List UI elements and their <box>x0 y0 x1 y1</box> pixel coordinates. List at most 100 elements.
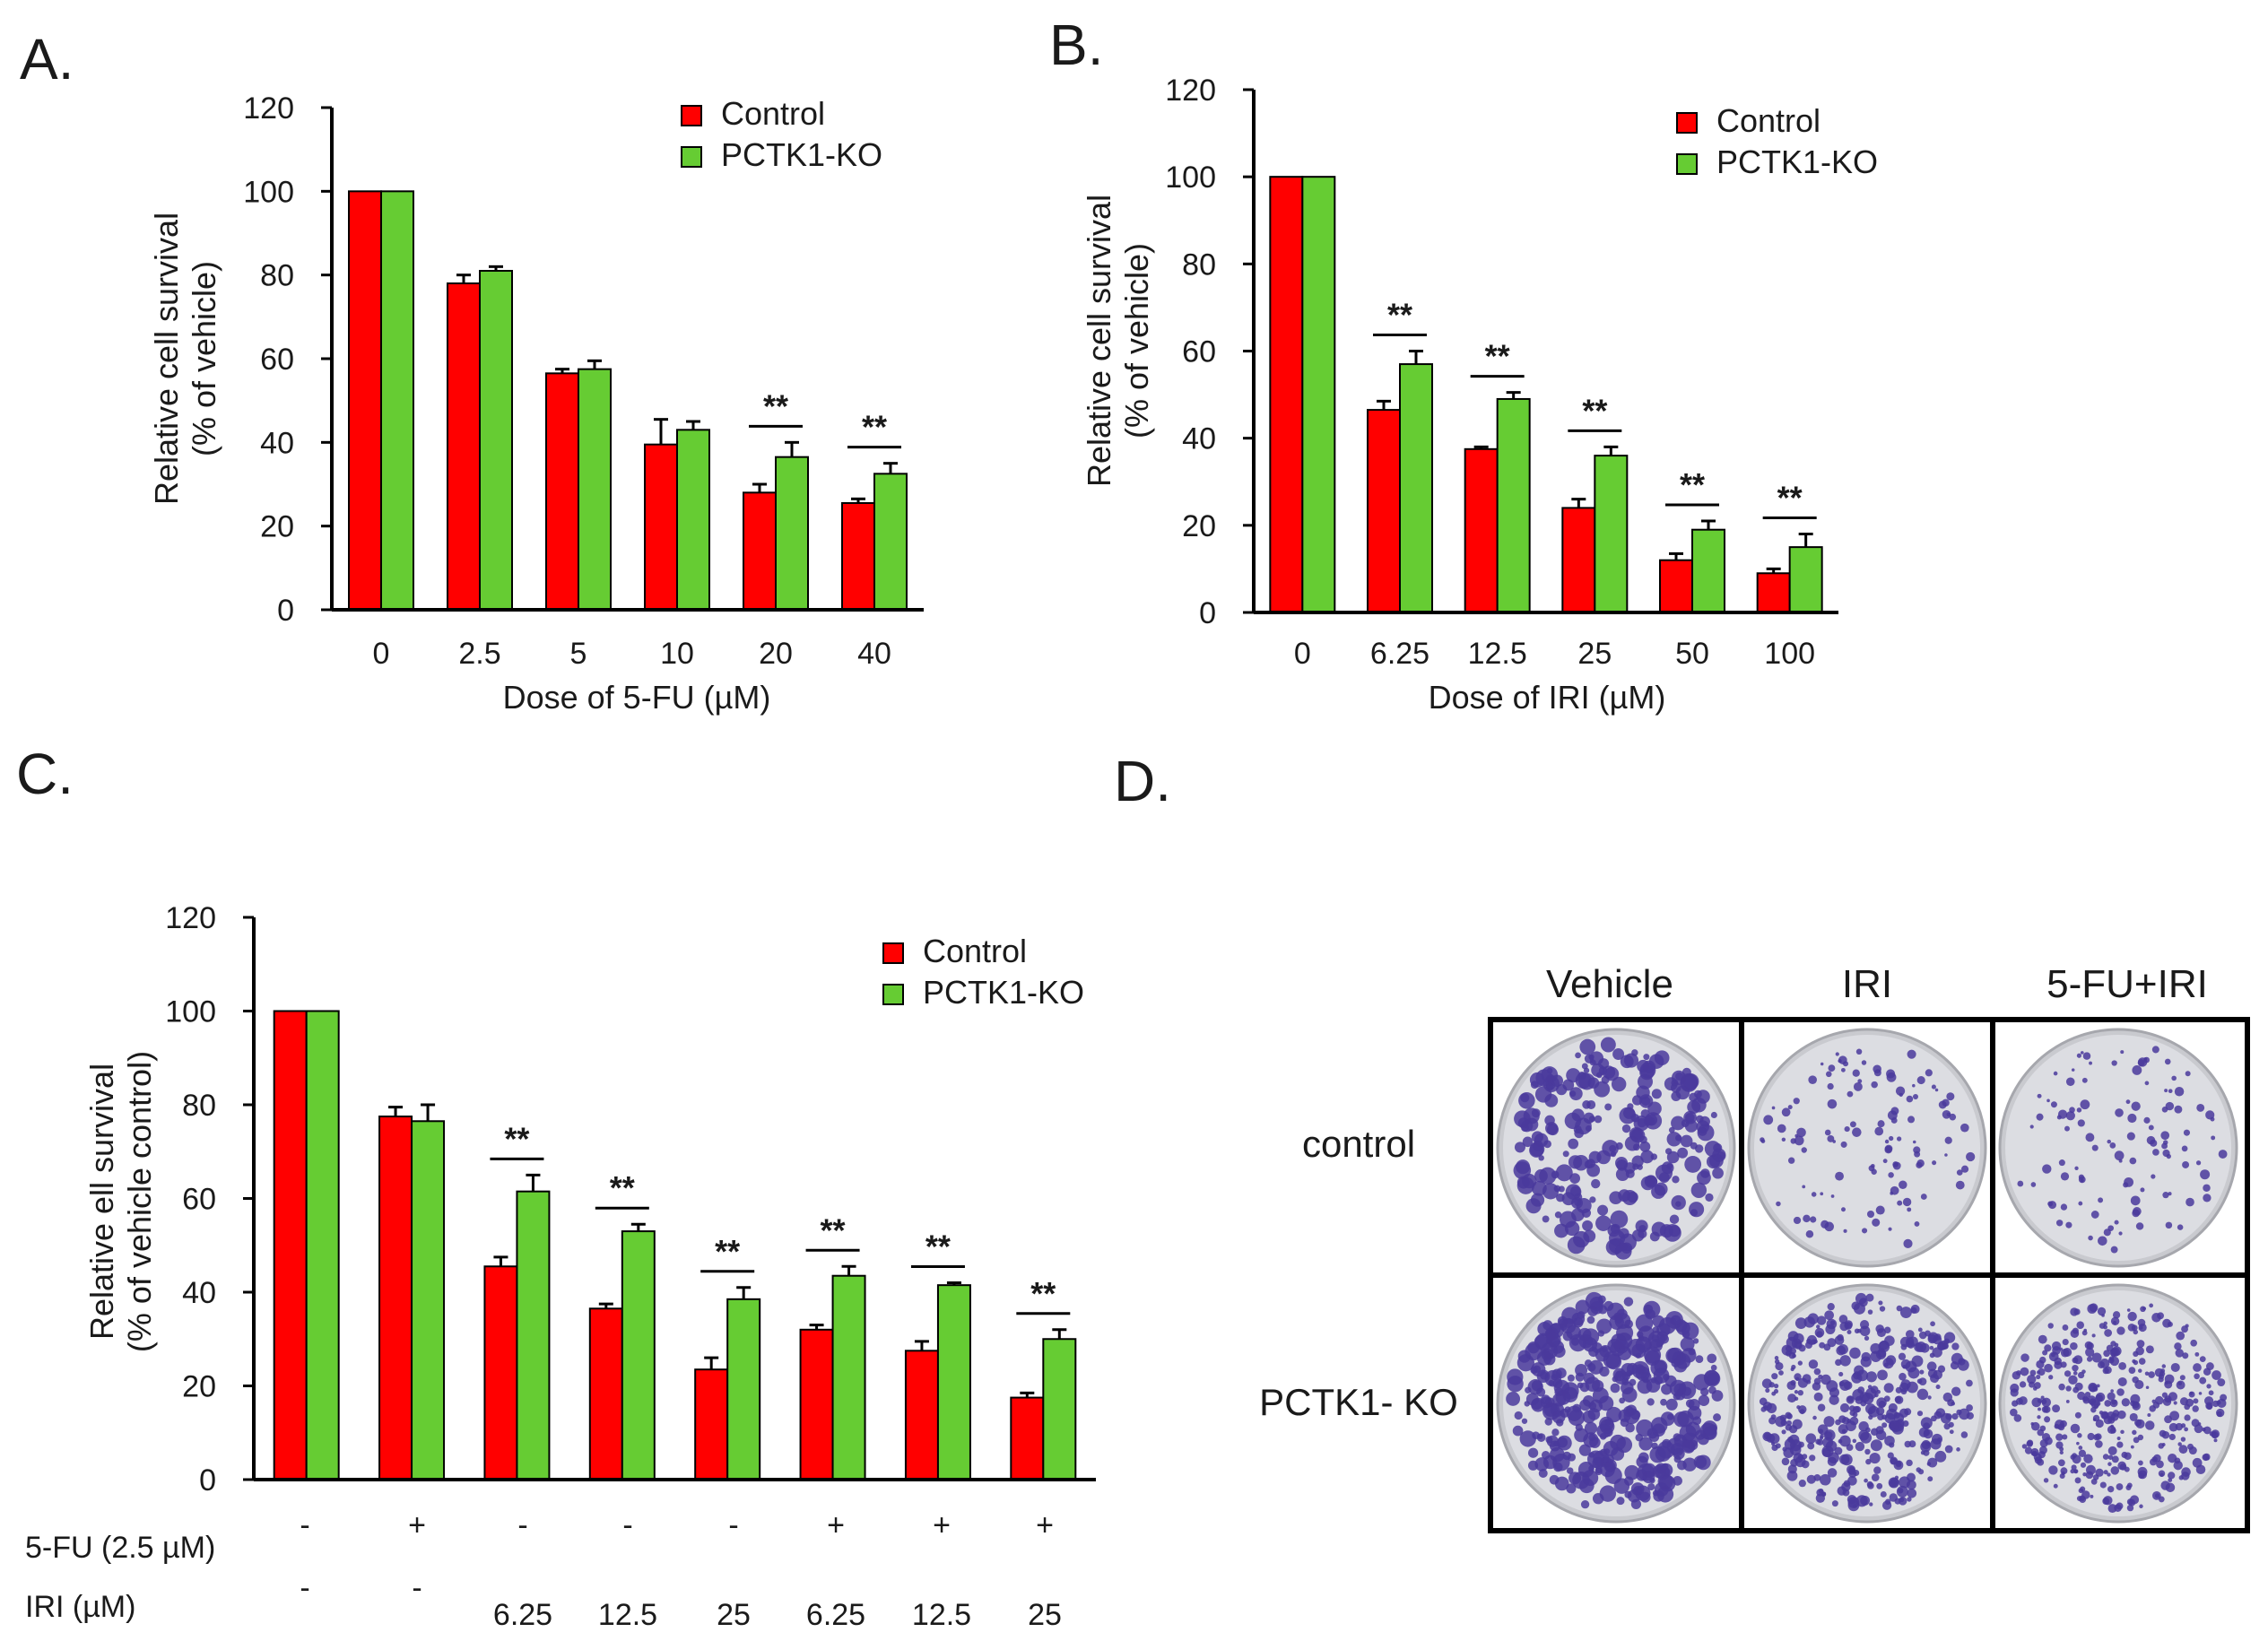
colony <box>1839 1355 1851 1367</box>
x-tick-label: 20 <box>759 637 793 671</box>
colony <box>2178 1445 2188 1454</box>
colony <box>2193 1363 2202 1372</box>
condition-row-label: IRI (µM) <box>25 1590 135 1624</box>
colony <box>2157 1312 2164 1320</box>
colony <box>1517 1350 1531 1363</box>
colony <box>1865 1293 1874 1302</box>
colony <box>1949 1113 1957 1121</box>
colony <box>1794 1317 1807 1330</box>
colony <box>2164 1380 2173 1389</box>
colony <box>2036 1113 2044 1121</box>
colony <box>1522 1136 1534 1148</box>
colony <box>1612 1376 1619 1383</box>
x-tick-label: 0 <box>1294 637 1311 671</box>
colony <box>1883 1395 1890 1402</box>
bar-pctk1-ko <box>831 1274 866 1481</box>
colony <box>1562 1150 1569 1158</box>
bar-control <box>1010 1396 1045 1480</box>
colony <box>1575 1364 1588 1377</box>
bar-pctk1-ko <box>411 1120 446 1480</box>
colony <box>1814 1327 1825 1338</box>
colony <box>2042 1164 2052 1174</box>
colony <box>2027 1374 2037 1385</box>
colony <box>2104 1366 2112 1375</box>
colony <box>2165 1221 2173 1229</box>
colony <box>2090 1494 2094 1498</box>
colony <box>2114 1150 2125 1161</box>
colony <box>2111 1060 2117 1066</box>
colony <box>2052 1404 2061 1413</box>
colony <box>2151 1174 2156 1179</box>
colony <box>1930 1321 1935 1327</box>
colony <box>1935 1385 1941 1390</box>
colony <box>1544 1093 1559 1107</box>
colony <box>2103 1470 2108 1475</box>
colony <box>1585 1125 1592 1132</box>
colony <box>2057 1423 2065 1431</box>
colony <box>1614 1242 1632 1260</box>
colony <box>1806 1474 1816 1484</box>
colony <box>1916 1341 1927 1352</box>
colony <box>2135 1419 2145 1428</box>
colony <box>1923 1422 1931 1430</box>
colony <box>1811 1339 1817 1345</box>
colony <box>1864 1335 1870 1341</box>
colony <box>2199 1356 2206 1362</box>
colony <box>1828 1064 1836 1072</box>
bar-control <box>483 1265 518 1480</box>
condition-value: - <box>728 1508 738 1542</box>
bar-pctk1-ko <box>1788 546 1823 613</box>
y-axis-title: Relative ell survival(% of vehicle contr… <box>83 1051 158 1352</box>
colony <box>2107 1486 2115 1493</box>
significance-marker: ** <box>1777 480 1803 517</box>
colony <box>2124 1176 2133 1187</box>
colony <box>2118 1159 2123 1163</box>
colony <box>1531 1131 1543 1143</box>
colony <box>1660 1398 1667 1406</box>
legend-label: PCTK1-KO <box>1716 143 1878 180</box>
colony <box>1902 1365 1907 1369</box>
colony <box>2053 1483 2058 1489</box>
culture-plate <box>1998 1028 2238 1268</box>
colony <box>1625 1404 1638 1416</box>
colony <box>1898 1488 1904 1494</box>
colony <box>1644 1346 1662 1364</box>
colony <box>1600 1037 1616 1053</box>
colony <box>2072 1357 2079 1364</box>
colony <box>2020 1367 2029 1376</box>
colony <box>1555 1389 1571 1405</box>
bar-control <box>1269 176 1304 614</box>
colony <box>1912 1083 1916 1088</box>
bar-pctk1-ko <box>936 1284 971 1480</box>
colony <box>1788 1434 1800 1446</box>
colony <box>2060 1203 2068 1211</box>
colony <box>1805 1433 1817 1445</box>
colony <box>1607 1224 1621 1237</box>
colony <box>2192 1405 2199 1412</box>
colony <box>1886 1069 1896 1079</box>
colony <box>1916 1411 1924 1417</box>
colony <box>2085 1133 2095 1142</box>
colony <box>1649 1231 1660 1242</box>
colony <box>2205 1110 2215 1120</box>
colony <box>2173 1401 2177 1405</box>
legend-label: PCTK1-KO <box>923 974 1084 1011</box>
colony <box>1682 1457 1697 1472</box>
legend-label: Control <box>923 933 1027 969</box>
colony <box>1589 1051 1604 1065</box>
colony <box>2030 1182 2037 1187</box>
colony <box>2212 1431 2216 1437</box>
y-axis-title: Relative cell survival(% of vehicle) <box>148 213 222 505</box>
colony <box>1671 1079 1679 1087</box>
y-axis-title: Relative cell survival(% of vehicle) <box>1081 195 1155 487</box>
colony <box>1793 1098 1800 1105</box>
colony <box>1837 1333 1844 1341</box>
colony <box>1916 1388 1929 1401</box>
colony <box>1666 1163 1673 1169</box>
colony <box>2081 1077 2088 1083</box>
colony <box>2030 1447 2039 1457</box>
panel-letter-a: A. <box>20 27 74 91</box>
y-tick-label: 100 <box>243 175 294 209</box>
colony <box>1604 1103 1612 1111</box>
colony <box>2133 1350 2139 1358</box>
